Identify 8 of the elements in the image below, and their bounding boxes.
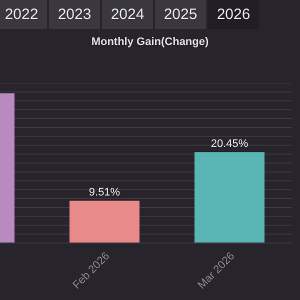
year-tab: 2022 [0, 0, 47, 29]
data-label: 9.51% [88, 186, 120, 198]
data-label: 20.45% [210, 138, 248, 150]
chart-title: Monthly Gain(Change) [90, 36, 210, 48]
year-tab: 2023 [49, 0, 100, 29]
year-tab: 2025 [155, 0, 206, 29]
year-tab: 2024 [102, 0, 153, 29]
year-tab: 2026 [208, 0, 259, 29]
